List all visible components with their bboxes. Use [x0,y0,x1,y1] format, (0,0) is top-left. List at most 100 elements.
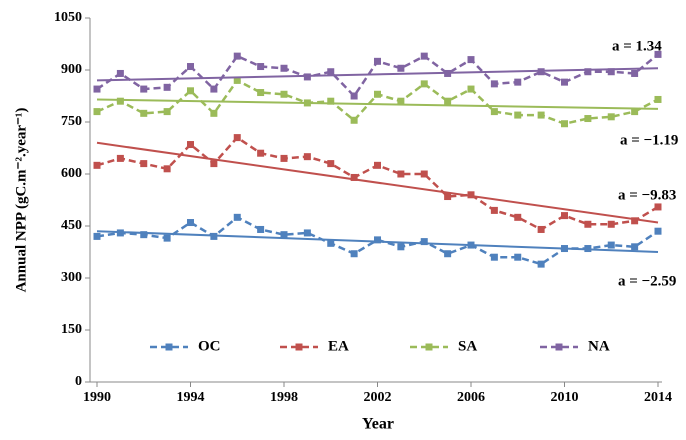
data-point [607,68,615,76]
data-point [280,154,288,162]
data-point [233,213,241,221]
data-point [420,170,428,178]
data-point [163,108,171,116]
data-point [187,141,194,149]
legend-marker [295,343,303,351]
data-point [140,231,148,239]
data-point [93,108,101,116]
legend-marker [165,343,173,351]
data-point [280,90,288,98]
data-point [490,253,498,261]
data-point [374,161,381,169]
data-point [444,97,452,105]
data-point [163,83,171,91]
trend-annotation: a = −9.83 [618,187,676,203]
y-tick-label: 750 [61,114,82,129]
data-point [280,64,288,72]
data-point [537,260,545,268]
data-point [257,63,265,71]
data-point [93,232,101,240]
data-point [210,109,218,117]
data-point [233,52,241,60]
data-point [303,153,311,161]
data-point [514,213,522,221]
data-point [233,134,241,142]
data-point [631,108,639,116]
data-point [444,250,452,258]
series-line [96,78,659,126]
data-point [444,193,452,201]
data-point [327,68,335,76]
data-point [584,220,592,228]
data-point [490,80,498,88]
data-point [514,78,522,86]
y-tick-label: 1050 [54,10,82,25]
trend-annotation: a = −1.19 [620,132,678,148]
data-point [374,57,381,65]
data-point [467,56,475,64]
data-point [607,113,615,121]
data-point [116,97,124,105]
data-point [303,229,311,237]
legend-label: SA [458,338,477,354]
y-tick-label: 0 [75,374,82,389]
data-point [467,191,475,199]
data-point [257,149,265,157]
data-point [607,241,615,249]
data-point [654,95,662,103]
data-point [654,227,662,235]
legend-marker [425,343,433,351]
data-point [397,64,405,72]
data-point [350,250,358,258]
data-point [257,89,265,97]
data-point [631,243,639,251]
trend-line [96,230,659,253]
legend-label: EA [328,338,349,354]
x-tick-label: 2002 [364,390,392,405]
x-tick-label: 1994 [177,390,205,405]
data-point [631,69,639,77]
data-point [187,87,194,95]
data-point [490,108,498,116]
trend-annotation: a = −2.59 [618,273,676,289]
data-point [163,234,171,242]
x-axis-label: Year [362,416,394,433]
data-point [327,97,335,105]
data-point [327,239,335,247]
legend-label: OC [198,338,221,354]
data-point [163,165,171,173]
trend-line [96,141,659,224]
data-point [397,243,405,251]
x-tick-label: 2010 [551,390,579,405]
data-point [561,212,568,220]
y-tick-label: 900 [61,62,82,77]
data-point [257,225,265,233]
x-tick-label: 1998 [270,390,298,405]
data-point [280,231,288,239]
data-point [420,80,428,88]
trend-annotation: a = 1.34 [612,38,662,54]
data-point [537,225,545,233]
data-point [537,111,545,119]
data-point [654,203,662,211]
y-tick-label: 600 [61,166,82,181]
x-tick-label: 2014 [644,390,672,405]
data-point [116,154,124,162]
x-tick-label: 2006 [457,390,485,405]
data-point [303,73,311,81]
data-point [397,97,405,105]
data-point [420,238,428,246]
data-point [584,68,592,76]
data-point [561,78,568,86]
data-point [140,160,148,168]
data-point [93,85,101,93]
data-point [374,90,381,98]
data-point [397,170,405,178]
y-tick-label: 150 [61,322,82,337]
y-tick-label: 450 [61,218,82,233]
data-point [210,85,218,93]
legend-marker [555,343,563,351]
data-point [187,63,194,71]
data-point [210,160,218,168]
